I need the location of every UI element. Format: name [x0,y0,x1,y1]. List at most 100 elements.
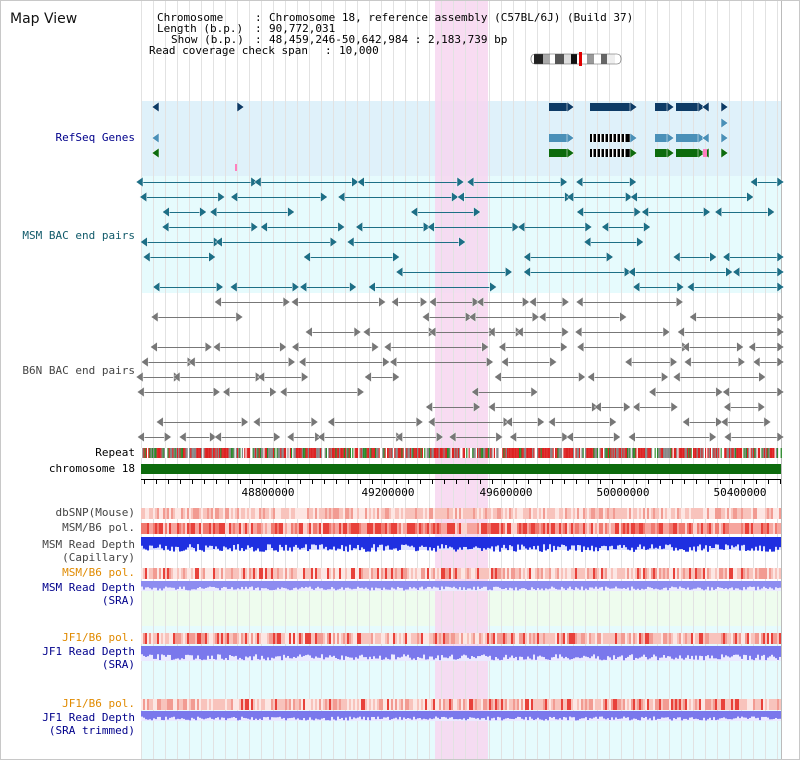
msm-sra-depth-bar [143,581,145,590]
repeat-segment [681,448,683,458]
track-label-msm-bac[interactable]: MSM BAC end pairs [22,229,135,242]
msm-sra-depth-bar [749,581,751,587]
msm-b6-pol-cell [421,568,423,579]
jf1-b6-pol-cell [409,699,411,710]
jf1-b6-pol-cell [621,633,623,644]
dbsnp-cell [577,508,579,519]
msm-sra-depth-bar [671,581,673,587]
jf1-trimmed-depth-bar [301,711,303,721]
msm-capillary-depth-bar [749,537,751,551]
track-label-b6n-bac[interactable]: B6N BAC end pairs [22,364,135,377]
repeat-segment [583,448,586,458]
repeat-segment [359,448,361,458]
msm-sra-depth-bar [727,581,729,590]
track-label-dbsnp[interactable]: dbSNP(Mouse) [55,506,135,519]
jf1-b6-pol-cell [713,699,715,710]
dbsnp-cell [253,508,255,519]
msm-b6-pol-cell [595,568,597,579]
repeat-segment [592,448,594,458]
repeat-segment [775,448,778,458]
repeat-segment [673,448,676,458]
jf1-b6-pol-cell [145,699,147,710]
track-label-msm-depth-sra[interactable]: MSM Read Depth [42,581,135,594]
refseq-gene [590,149,630,157]
msm-capillary-depth-bar [377,537,379,548]
repeat-segment [232,448,234,458]
track-label-chromosome[interactable]: chromosome 18 [48,462,135,475]
msm-b6-pol-cell [557,568,559,579]
jf1-b6-pol-cell [529,633,531,644]
refseq-exon-gap [600,134,602,142]
jf1-trimmed-depth-bar [191,711,193,718]
msm-capillary-depth-bar [199,537,201,550]
jf1-trimmed-depth-bar [399,711,401,717]
repeat-segment [313,448,316,458]
track-label-jf1-b6-pol-2[interactable]: JF1/B6 pol. [62,697,135,710]
msm-capillary-depth-bar [465,537,467,547]
msm-b6-pol-cell [605,568,607,579]
jf1-trimmed-depth-bar [317,711,319,720]
jf1-sra-depth-bar [703,646,705,661]
track-label-msm-b6-pol-1[interactable]: MSM/B6 pol. [62,521,135,534]
jf1-b6-pol-cell [499,633,501,644]
msm-capillary-depth-bar [279,537,281,545]
jf1-b6-pol-cell [171,633,173,644]
jf1-b6-pol-cell [757,699,759,710]
msm-b6-pol-cell [633,568,635,579]
repeat-segment [375,448,377,458]
dbsnp-cell [603,508,605,519]
msm-b6-pol-cell [727,568,729,579]
bac-end [471,386,479,398]
dbsnp-cell [301,508,303,519]
jf1-sra-depth-bar [613,646,615,656]
dbsnp-cell [457,508,459,519]
track-label-msm-depth-capillary[interactable]: MSM Read Depth [42,538,135,551]
msm-capillary-depth-bar [157,537,159,548]
msm-b6-pol-cell [281,568,283,579]
jf1-b6-pol-cell [617,633,619,644]
jf1-b6-pol-cell [351,699,353,710]
jf1-sra-depth-bar [169,646,171,655]
track-label-jf1-depth-trimmed[interactable]: JF1 Read Depth [42,711,135,724]
repeat-segment [624,448,626,458]
jf1-sra-depth-bar [409,646,411,658]
repeat-segment [595,448,598,458]
msm-sra-depth-bar [303,581,305,589]
msm-capillary-depth-bar [719,537,721,550]
track-label-repeat[interactable]: Repeat [95,446,135,459]
msm-b6-pol-cell [259,523,261,534]
bac-end [625,191,633,203]
msm-b6-pol-cell [641,523,643,534]
repeat-segment [659,448,661,458]
jf1-b6-pol-cell [593,699,595,710]
msm-b6-pol-cell [465,523,467,534]
msm-b6-pol-cell [197,523,199,534]
jf1-b6-pol-cell [275,633,277,644]
track-label-jf1-b6-pol-1[interactable]: JF1/B6 pol. [62,631,135,644]
msm-b6-pol-cell [375,568,377,579]
repeat-segment [317,448,319,458]
jf1-b6-pol-cell [581,699,583,710]
msm-capillary-depth-bar [313,537,315,545]
track-label-refseq-genes[interactable]: RefSeq Genes [55,131,135,144]
jf1-b6-pol-cell [709,633,711,644]
dbsnp-cell [597,508,599,519]
jf1-sra-depth-bar [595,646,597,659]
track-label-jf1-depth-sra[interactable]: JF1 Read Depth [42,645,135,658]
msm-b6-pol-cell [773,568,775,579]
msm-capillary-depth-bar [217,537,219,549]
msm-sra-depth-bar [447,581,449,587]
jf1-b6-pol-cell [489,633,491,644]
msm-capillary-depth-bar [187,537,189,548]
jf1-b6-pol-cell [527,633,529,644]
repeat-segment [726,448,728,458]
repeat-segment [654,448,656,458]
msm-b6-pol-cell [509,523,511,534]
repeat-segment [571,448,574,458]
bac-end [421,311,430,323]
msm-capillary-depth-bar [197,537,199,545]
bac-end [456,176,465,188]
track-label-msm-b6-pol-2[interactable]: MSM/B6 pol. [62,566,135,579]
jf1-b6-pol-cell [503,633,505,644]
